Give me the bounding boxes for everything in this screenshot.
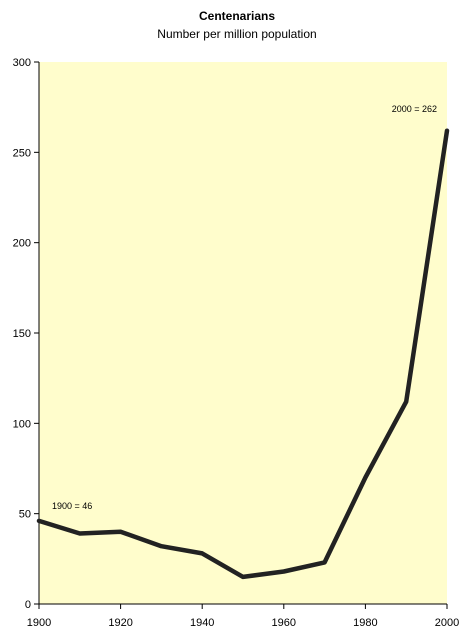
x-tick-label: 1980	[353, 617, 377, 629]
x-axis: 1900 1920 1940 1960 1980 2000	[27, 603, 459, 629]
annotation-1900: 1900 = 46	[52, 501, 92, 511]
x-tick-label: 1960	[272, 617, 296, 629]
chart-title: Centenarians	[199, 9, 275, 23]
y-tick-label: 200	[13, 238, 31, 250]
series-line	[36, 128, 450, 580]
plot-area	[39, 62, 447, 604]
y-tick-label: 100	[13, 418, 31, 430]
y-tick-label: 0	[25, 599, 31, 611]
y-tick-label: 50	[19, 509, 31, 521]
y-tick-label: 250	[13, 147, 31, 159]
x-tick-label: 1900	[27, 617, 51, 629]
chart-subtitle: Number per million population	[157, 27, 316, 41]
x-tick-label: 1920	[108, 617, 132, 629]
y-tick-label: 300	[13, 57, 31, 69]
x-tick-label: 1940	[190, 617, 214, 629]
x-tick-label: 2000	[435, 617, 459, 629]
annotation-2000: 2000 = 262	[392, 104, 437, 114]
y-tick-label: 150	[13, 328, 31, 340]
y-axis: 0 50 100 150 200 250 300	[13, 57, 40, 611]
